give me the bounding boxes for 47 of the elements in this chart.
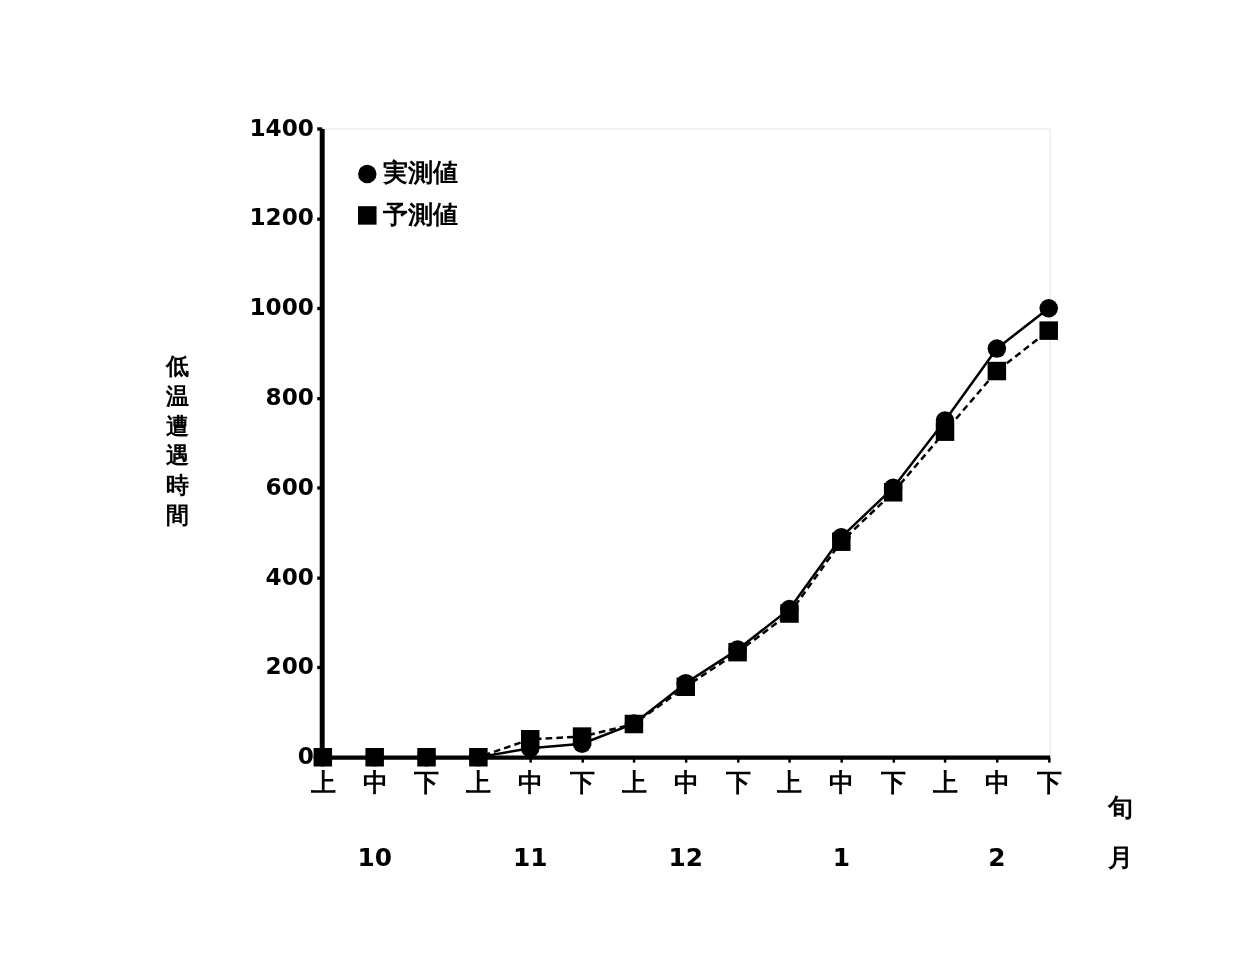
point [417,747,436,767]
text: 11 [512,842,548,872]
x-tick-label: 中 [362,767,388,797]
x-tick-label: 上 [931,767,958,797]
point [987,361,1007,381]
point [313,747,333,767]
y-tick-label: 0 [297,743,314,770]
y-tick-label: 1000 [249,294,314,321]
point [520,730,540,749]
x-tick-label: 中 [984,767,1010,797]
x-tick-label: 下 [568,767,595,797]
x-tick-label: 下 [1035,767,1062,797]
legend-label: 実測値 [382,158,458,188]
point [780,604,799,623]
x-tick-label: 上 [776,767,803,797]
y-tick-label: 800 [265,384,314,411]
x-tick-label: 上 [465,767,492,797]
legend-label: 予測値 [382,199,458,229]
text: 1 [832,842,850,872]
point [365,747,384,767]
y-tick-label: 1400 [249,114,314,141]
point [832,532,851,551]
point [1039,298,1058,318]
point [935,422,955,441]
x-tick-label: 中 [518,767,544,797]
x-tick-label: 下 [880,767,907,797]
text: 12 [668,842,704,872]
text: 10 [357,842,392,872]
point [883,483,903,502]
text: 月 [1106,842,1133,872]
point [572,727,592,746]
x-tick-label: 下 [413,767,440,797]
x-tick-label: 上 [309,767,336,797]
y-tick-label: 600 [265,473,314,500]
y-tick-label: 1200 [249,204,314,231]
x-tick-label: 中 [673,767,699,797]
y-tick-label: 400 [265,563,314,590]
point [469,747,488,767]
x-tick-label: 中 [829,767,855,797]
x-axis-title: 旬 [1106,792,1133,822]
x-tick-label: 上 [620,767,647,797]
text: 2 [988,842,1006,872]
y-axis-title: 低温遭遇時間 [164,353,189,528]
point [1039,321,1058,340]
y-tick-label: 200 [265,653,314,680]
point [987,339,1007,358]
x-tick-label: 下 [724,767,751,797]
